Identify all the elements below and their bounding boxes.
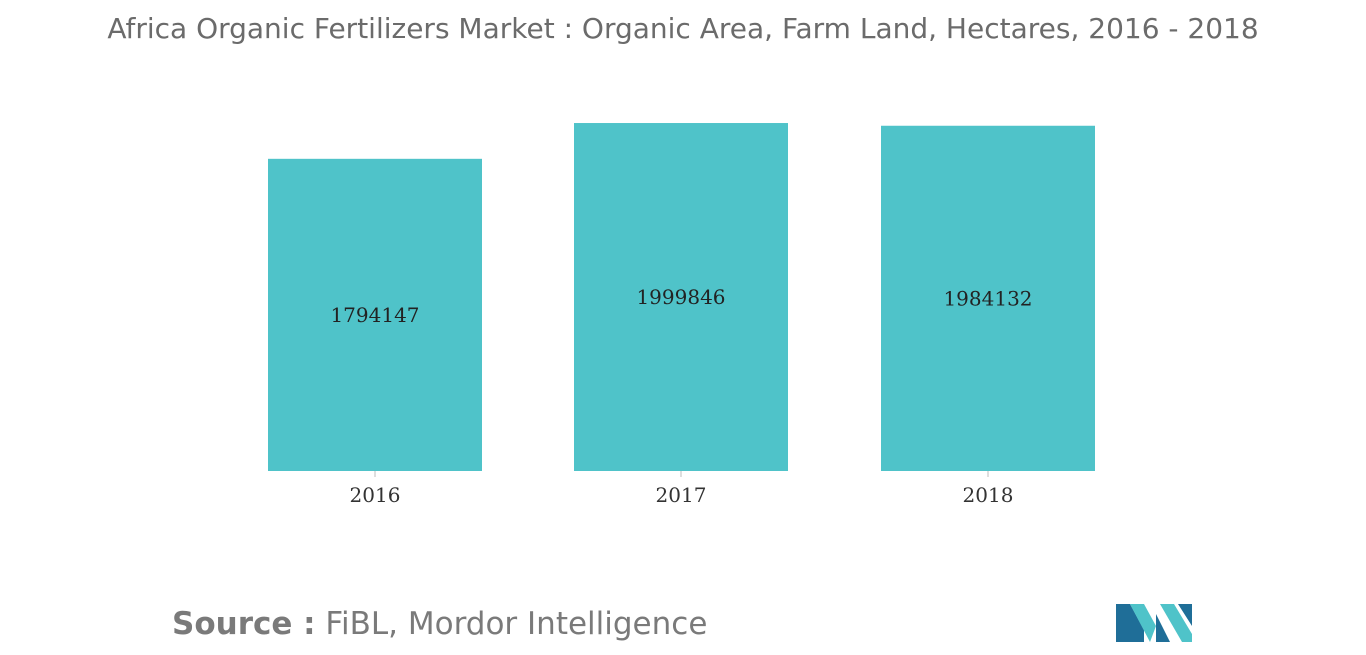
x-tick-label-2018: 2018 [963,483,1014,507]
source-line: Source : FiBL, Mordor Intelligence [172,606,707,642]
source-label: Source : [172,606,316,642]
x-tick-label-2017: 2017 [656,483,707,507]
x-tick-label-2016: 2016 [350,483,401,507]
data-label-2018: 1984132 [943,286,1032,310]
source-text: FiBL, Mordor Intelligence [315,606,708,642]
data-label-2017: 1999846 [636,285,725,309]
chart-title: Africa Organic Fertilizers Market : Orga… [107,12,1259,45]
bar-2018 [881,125,1095,471]
data-label-2016: 1794147 [330,303,419,327]
bar-2017 [574,123,788,471]
mordor-intelligence-logo [1116,604,1192,642]
bar-2016 [268,158,482,471]
